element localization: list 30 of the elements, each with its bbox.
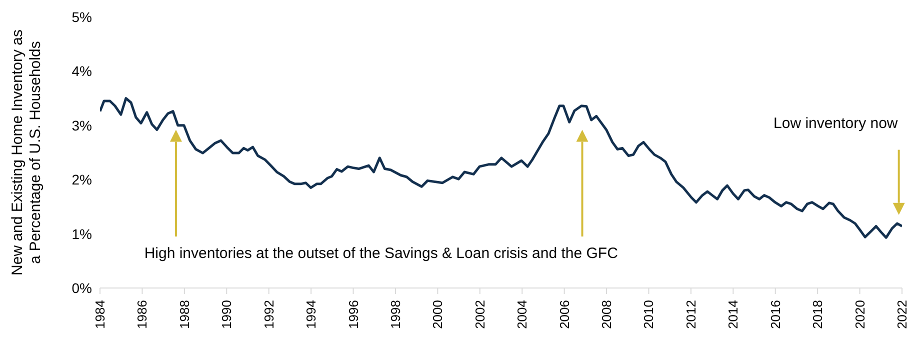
- y-tick-label: 2%: [72, 172, 92, 188]
- x-tick-label: 1998: [388, 300, 403, 329]
- x-tick-label: 2022: [894, 300, 910, 329]
- x-tick-label: 1994: [304, 300, 319, 329]
- x-tick-label: 2018: [810, 300, 826, 329]
- x-tick-label: 2016: [768, 300, 783, 329]
- x-tick-label: 2006: [556, 300, 572, 329]
- x-tick-label: 2002: [472, 300, 488, 329]
- y-tick-label: 3%: [72, 117, 92, 134]
- x-tick-label: 1992: [261, 300, 276, 329]
- x-tick-label: 1990: [219, 300, 234, 329]
- y-tick-label: 4%: [72, 63, 92, 80]
- x-tick-label: 1984: [92, 300, 108, 329]
- y-tick-label: 5%: [72, 8, 92, 25]
- x-tick-label: 2000: [430, 300, 446, 329]
- x-tick-label: 2012: [683, 300, 698, 329]
- x-tick-label: 1986: [134, 300, 150, 329]
- annotation: Low inventory now: [774, 115, 898, 132]
- y-axis-title: New and Existing Home Inventory as a Percentage of U.S. Households: [9, 30, 44, 276]
- annotation: High inventories at the outset of the Savings & Loan crisis and the GFC: [144, 245, 618, 262]
- y-tick-label: 1%: [72, 226, 92, 242]
- x-tick-label: 2020: [852, 300, 868, 329]
- x-tick-label: 2014: [726, 300, 741, 329]
- x-tick-label: 2004: [514, 300, 530, 329]
- line-series: [100, 97, 902, 239]
- x-tick-label: 2008: [599, 300, 614, 329]
- x-tick-label: 1988: [176, 300, 192, 329]
- y-tick-label: 0%: [72, 280, 92, 296]
- x-tick-label: 2010: [641, 300, 656, 329]
- x-tick-label: 1996: [346, 300, 361, 329]
